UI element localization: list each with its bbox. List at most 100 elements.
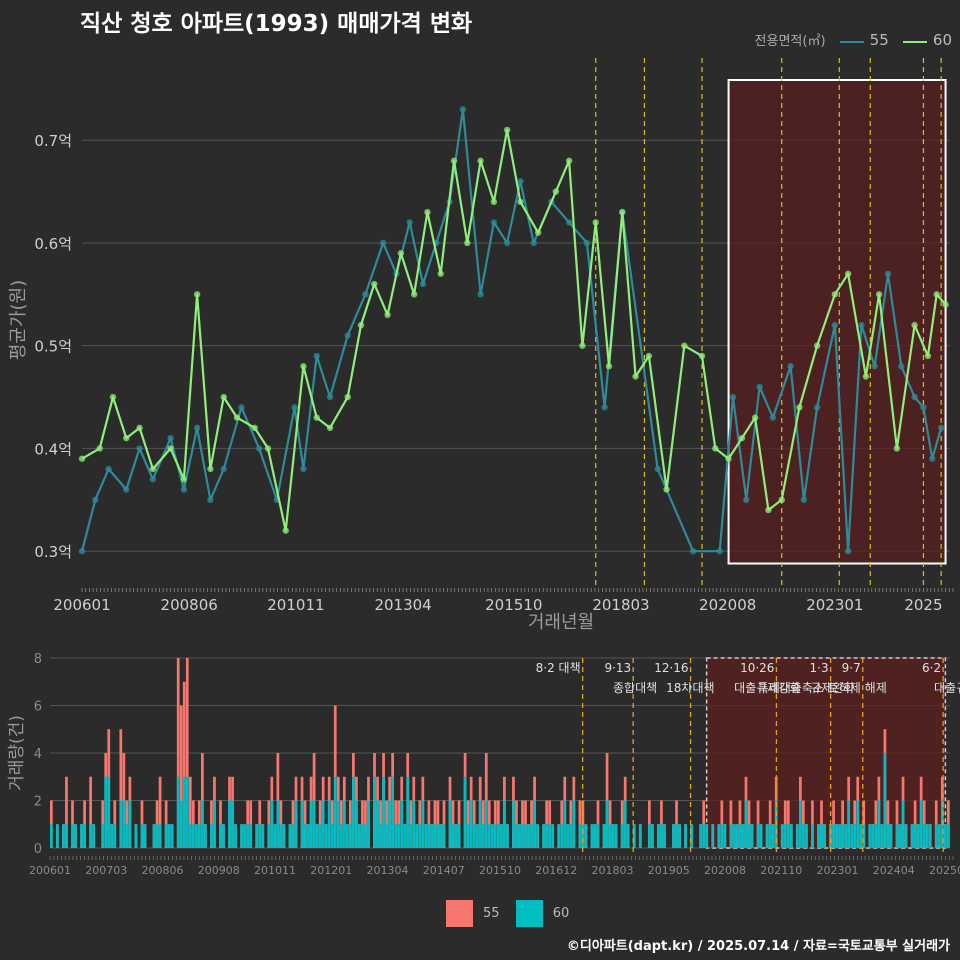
bar-55 [315,824,319,848]
data-point-55 [689,547,697,555]
bar-55 [107,729,111,848]
bar-60 [503,800,506,848]
bar-60 [904,824,908,848]
bar-y-tick-label: 6 [34,700,42,715]
bar-60 [194,824,198,848]
bar-60 [348,824,352,848]
bar-60 [424,824,428,848]
bar-55 [759,824,763,848]
bar-60 [128,800,132,848]
data-point-55 [459,106,467,113]
data-point-60 [663,486,670,493]
y-tick-label: 0.3억 [34,543,72,561]
bar-55 [373,753,376,848]
legend-bottom-label-55: 55 [483,906,500,921]
bar-60 [874,824,878,848]
bar-60 [427,824,431,848]
data-point-60 [632,373,639,380]
bar-60 [871,824,875,848]
bar-55 [557,824,561,848]
bar-60 [397,824,401,848]
bar-55 [578,800,582,848]
data-point-60 [942,301,949,308]
bar-60 [542,824,545,848]
bar-55 [436,800,440,848]
bar-55 [735,824,739,848]
x-tick-label: 201011 [267,596,324,614]
data-point-60 [450,157,458,164]
data-point-60 [831,291,839,298]
data-point-60 [233,414,241,421]
bar-60 [747,824,751,848]
bar-60 [182,776,186,848]
bar-55 [204,824,207,848]
bar-55 [802,800,805,848]
bar-55 [219,800,222,848]
bar-55 [62,824,65,848]
bar-55 [454,824,458,848]
data-point-55 [920,404,927,411]
bar-60 [527,824,530,848]
data-point-60 [424,208,431,216]
bar-x-tick-label: 202506 [929,864,960,877]
bar-55 [886,800,890,848]
bar-55 [397,800,401,848]
bar-55 [382,753,385,848]
bar-60 [934,824,938,848]
bar-60 [418,824,422,848]
bar-55 [783,800,787,848]
bar-55 [877,776,881,848]
bar-60 [759,824,763,848]
bar-55 [249,800,253,848]
data-point-60 [796,404,803,411]
data-point-60 [167,445,174,452]
bar-55 [324,824,328,848]
data-point-60 [893,445,901,452]
bar-55 [672,824,675,848]
bar-60 [823,824,826,848]
bar-60 [110,824,114,848]
bar-60 [660,824,663,848]
bar-55 [657,824,660,848]
bar-55 [569,800,573,848]
bar-55 [92,824,95,848]
bar-60 [228,800,231,848]
data-point-60 [344,393,351,401]
bar-60 [170,824,174,848]
bar-60 [179,800,183,848]
y-axis-label: 평균가(원) [8,280,29,360]
bar-55 [515,800,518,848]
data-point-55 [756,383,763,390]
bar-60 [506,824,509,848]
bar-55 [925,824,929,848]
bar-55 [409,800,413,848]
bar-55 [922,800,926,848]
bar-60 [898,824,902,848]
bar-60 [71,824,74,848]
bar-55 [901,776,905,848]
bar-55 [883,729,887,848]
bar-55 [258,800,262,848]
bar-60 [672,824,675,848]
bar-55 [379,800,382,848]
bar-55 [795,824,799,848]
bar-55 [626,824,630,848]
data-point-60 [180,476,188,483]
bar-60 [620,824,624,848]
bar-55 [155,800,159,848]
bar-55 [415,824,419,848]
data-point-55 [238,404,245,411]
data-point-55 [844,547,852,555]
data-point-55 [180,486,188,493]
policy-label-name: 18차대책 [666,680,714,695]
bar-55 [336,776,340,848]
bar-55 [234,824,237,848]
legend-bottom-label-60: 60 [552,906,570,921]
bar-55 [496,800,500,848]
bar-55 [300,776,304,848]
bar-55 [333,705,337,848]
bar-highlight-region [705,657,947,849]
bar-55 [475,824,479,848]
bar-55 [80,824,83,848]
bar-60 [557,824,561,848]
